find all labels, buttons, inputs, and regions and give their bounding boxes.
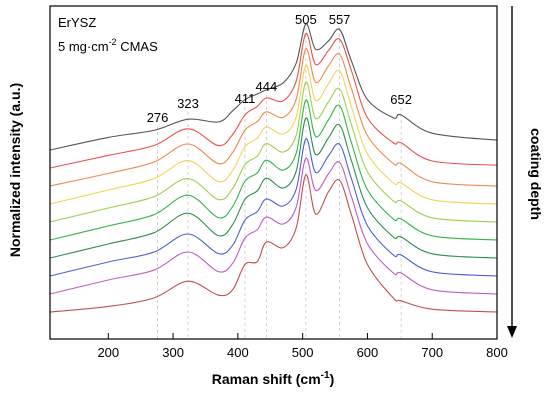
peak-label: 652: [390, 92, 412, 107]
spectrum-line: [49, 64, 498, 205]
spectrum-line: [49, 48, 498, 187]
spectrum-line: [49, 117, 498, 259]
annotation-sample: ErYSZ: [58, 15, 96, 30]
peak-label: 444: [256, 79, 278, 94]
x-axis-ticks: 200 300 400 500 600 700 800: [97, 333, 508, 360]
spectrum-line: [49, 81, 498, 223]
x-tick-label: 400: [227, 345, 249, 360]
x-tick-label: 300: [162, 345, 184, 360]
depth-arrow-head: [507, 326, 517, 338]
x-tick-label: 800: [486, 345, 508, 360]
peak-label: 323: [177, 96, 199, 111]
spectrum-line: [49, 33, 498, 169]
spectrum-line: [49, 138, 498, 277]
x-tick-label: 500: [292, 345, 314, 360]
x-tick-label: 700: [421, 345, 443, 360]
plot-frame: [49, 5, 498, 340]
x-axis-title: Raman shift (cm-1): [212, 370, 335, 387]
spectrum-line: [49, 157, 498, 295]
peak-label: 505: [295, 12, 317, 27]
peak-label: 411: [235, 91, 256, 106]
series-group: [49, 23, 498, 313]
x-tick-label: 600: [357, 345, 379, 360]
peak-label: 276: [147, 110, 169, 125]
y-axis-title: Normalized intensity (a.u.): [7, 83, 23, 257]
peak-label: 557: [329, 12, 351, 27]
depth-label: coating depth: [528, 128, 544, 220]
spectrum-line: [49, 174, 498, 313]
spectrum-line: [49, 23, 498, 151]
x-tick-label: 200: [97, 345, 119, 360]
annotation-load: 5 mg·cm-2 CMAS: [58, 37, 158, 54]
spectrum-line: [49, 99, 498, 241]
